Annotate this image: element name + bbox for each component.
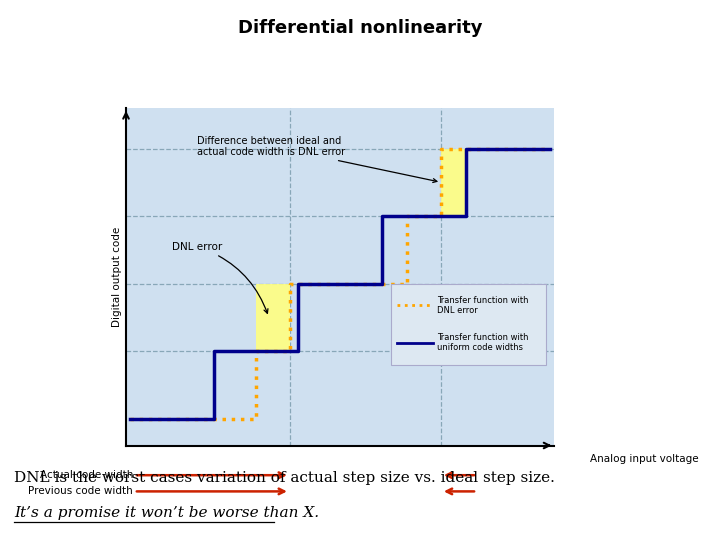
Text: Transfer function with
uniform code widths: Transfer function with uniform code widt… xyxy=(437,333,528,352)
Text: DNL error: DNL error xyxy=(172,242,268,313)
Polygon shape xyxy=(441,148,467,216)
Text: DNL is the worst cases variation of actual step size vs. ideal step size.: DNL is the worst cases variation of actu… xyxy=(14,471,555,485)
Y-axis label: Digital output code: Digital output code xyxy=(112,227,122,327)
Text: Previous code width: Previous code width xyxy=(29,487,133,496)
Text: Difference between ideal and
actual code width is DNL error: Difference between ideal and actual code… xyxy=(197,136,437,183)
Text: Actual code width: Actual code width xyxy=(40,470,133,480)
Text: Transfer function with
DNL error: Transfer function with DNL error xyxy=(437,296,528,315)
Text: Analog input voltage: Analog input voltage xyxy=(590,454,698,464)
Bar xyxy=(391,284,546,364)
Polygon shape xyxy=(256,284,289,351)
Text: Differential nonlinearity: Differential nonlinearity xyxy=(238,19,482,37)
Text: It’s a promise it won’t be worse than X.: It’s a promise it won’t be worse than X. xyxy=(14,506,320,520)
